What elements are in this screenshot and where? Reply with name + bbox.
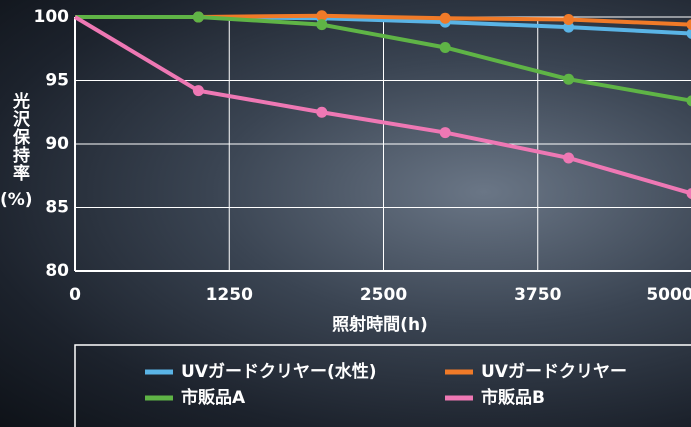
marker [563, 152, 575, 164]
line [73, 15, 691, 196]
legend-label: UVガードクリヤー [481, 362, 627, 382]
line [75, 15, 691, 103]
y-tick-label: 85 [45, 198, 69, 218]
marker [316, 10, 328, 22]
x-tick-label: 0 [69, 285, 81, 305]
legend-label: 市販品B [481, 387, 545, 408]
x-tick-label: 5000 [646, 285, 691, 305]
legend-box [74, 344, 691, 427]
marker [686, 188, 691, 199]
y-axis-unit: (%) [0, 190, 33, 210]
y-tick-label: 95 [45, 71, 69, 91]
marker [686, 28, 691, 39]
marker [563, 21, 575, 33]
y-tick-label: 90 [45, 134, 69, 154]
marker [439, 12, 451, 24]
y-tick-label: 100 [34, 7, 70, 27]
legend-label: UVガードクリヤー(水性) [181, 361, 377, 382]
marker [316, 106, 328, 118]
marker [192, 11, 204, 23]
x-tick-label: 3750 [514, 285, 561, 305]
marker [192, 85, 204, 97]
legend-label: 市販品A [181, 387, 246, 408]
marker [686, 19, 691, 31]
marker [686, 95, 691, 107]
marker [563, 14, 575, 26]
marker [563, 73, 575, 85]
x-axis-label: 照射時間(h) [332, 314, 428, 335]
marker [316, 19, 328, 31]
x-tick-label: 1250 [206, 285, 253, 305]
marker [439, 41, 451, 53]
y-axis-label: 光沢保持率 [9, 92, 29, 182]
marker [439, 127, 451, 139]
y-tick-label: 80 [45, 261, 69, 281]
x-tick-label: 2500 [360, 285, 407, 305]
